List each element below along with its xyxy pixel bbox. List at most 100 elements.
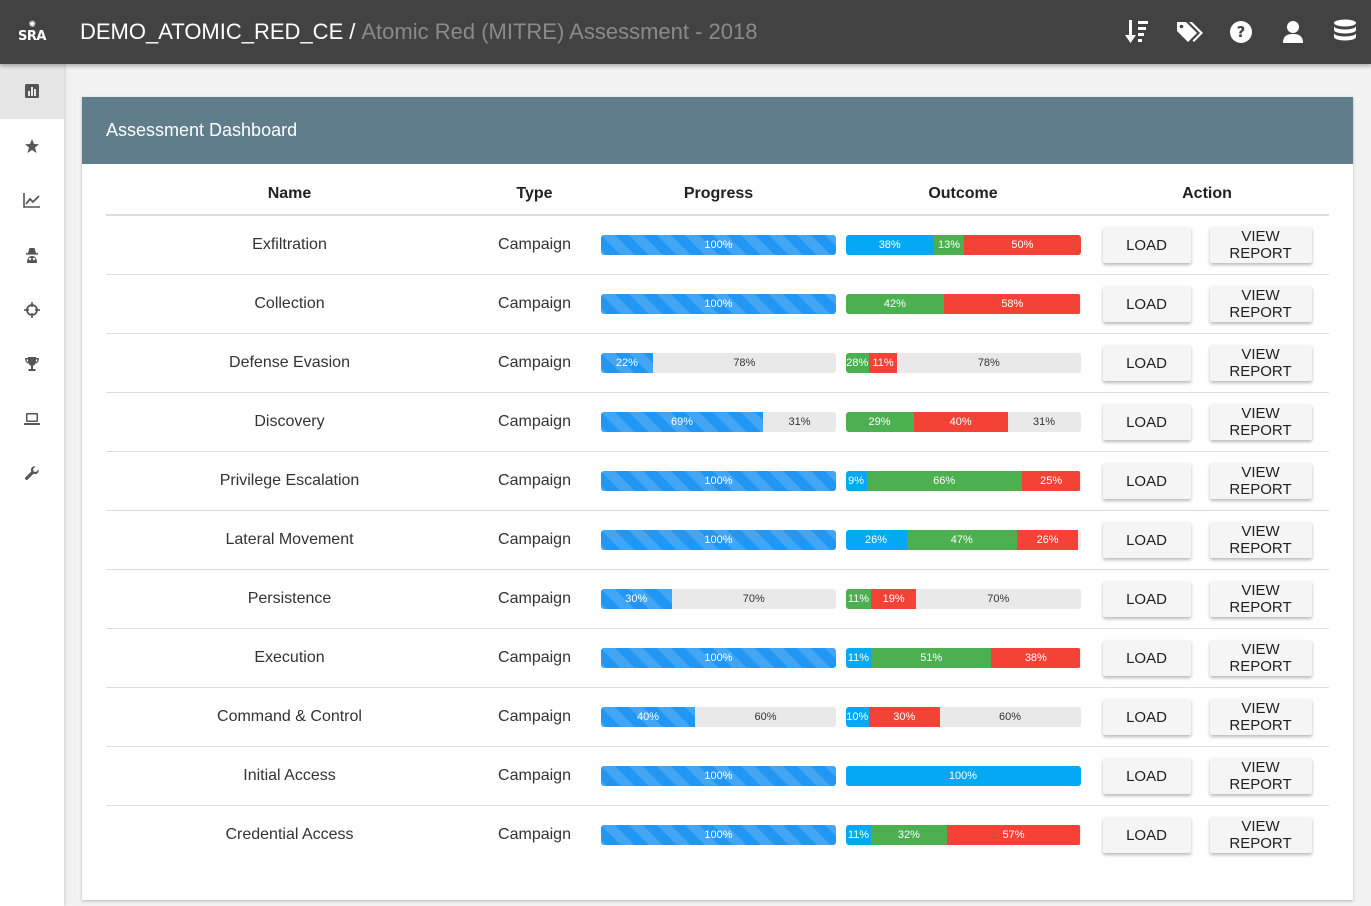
progress-bar: 100%: [601, 471, 836, 491]
campaign-type: Campaign: [473, 746, 596, 806]
progress-complete-segment: 100%: [601, 471, 836, 491]
progress-cell: 100%: [596, 274, 841, 334]
help-icon[interactable]: ?: [1215, 0, 1267, 64]
outcome-segment-red: 26%: [1017, 530, 1079, 550]
load-button[interactable]: LOAD: [1102, 699, 1191, 735]
campaign-name: Credential Access: [225, 826, 354, 843]
outcome-cell: 26% 47% 26%: [841, 510, 1085, 570]
assessment-table: Name Type Progress Outcome Action Exfilt…: [106, 174, 1329, 864]
view-report-button[interactable]: VIEW REPORT: [1209, 404, 1312, 440]
view-report-button[interactable]: VIEW REPORT: [1209, 817, 1312, 853]
view-report-button[interactable]: VIEW REPORT: [1209, 227, 1312, 263]
campaign-name: Exfiltration: [106, 215, 473, 275]
sidebar: [0, 64, 64, 906]
load-button[interactable]: LOAD: [1102, 581, 1191, 617]
row-actions: LOAD VIEW REPORT: [1085, 640, 1329, 676]
campaign-type: Campaign: [473, 451, 596, 511]
view-report-button[interactable]: VIEW REPORT: [1209, 758, 1312, 794]
view-report-button[interactable]: VIEW REPORT: [1209, 581, 1312, 617]
outcome-segment-green: 42%: [845, 294, 945, 314]
outcome-segment-red: 11%: [869, 353, 898, 373]
action-cell: LOAD VIEW REPORT: [1085, 392, 1329, 452]
view-report-button[interactable]: VIEW REPORT: [1209, 345, 1312, 381]
progress-bar: 100%: [601, 294, 836, 314]
load-button[interactable]: LOAD: [1102, 286, 1191, 322]
load-button[interactable]: LOAD: [1102, 522, 1191, 558]
wrench-icon: [24, 466, 39, 481]
load-button[interactable]: LOAD: [1102, 817, 1191, 853]
table-row: Credential Access Campaign 100% 11% 32% 57% LO…: [106, 806, 1329, 865]
table-row: Exfiltration Campaign 100% 38% 13% 50% LOAD VIE…: [106, 215, 1329, 275]
user-icon[interactable]: [1267, 0, 1319, 64]
progress-complete-segment: 100%: [601, 766, 836, 786]
outcome-segment-red: 57%: [946, 825, 1081, 845]
row-actions: LOAD VIEW REPORT: [1085, 286, 1329, 322]
breadcrumb-database[interactable]: DEMO_ATOMIC_RED_CE: [80, 19, 344, 44]
view-report-button[interactable]: VIEW REPORT: [1209, 522, 1312, 558]
view-report-button[interactable]: VIEW REPORT: [1209, 286, 1312, 322]
table-row: Discovery Campaign 69% 31% 29% 40% 31% LOAD VIEW…: [106, 392, 1329, 452]
table-row: Privilege Escalation Campaign 100% 9% 66% 25%…: [106, 451, 1329, 511]
column-header-progress: Progress: [596, 174, 841, 216]
progress-complete-segment: 100%: [601, 648, 836, 668]
action-cell: LOAD VIEW REPORT: [1085, 687, 1329, 747]
view-report-button[interactable]: VIEW REPORT: [1209, 640, 1312, 676]
action-cell: LOAD VIEW REPORT: [1085, 274, 1329, 334]
assessment-dashboard-card: Assessment Dashboard Name Type Progress …: [82, 97, 1353, 900]
outcome-cell: 11% 51% 38%: [841, 628, 1085, 688]
sidebar-item-settings[interactable]: [0, 446, 64, 501]
load-button[interactable]: LOAD: [1102, 640, 1191, 676]
campaign-type: Campaign: [498, 826, 571, 843]
campaign-name: Execution: [106, 628, 473, 688]
progress-complete-segment: 30%: [601, 589, 672, 609]
outcome-segment-blue: 26%: [845, 530, 907, 550]
progress-bar: 100%: [601, 648, 836, 668]
breadcrumb-assessment[interactable]: Atomic Red (MITRE) Assessment - 2018: [361, 19, 758, 44]
outcome-segment-blue: 100%: [845, 766, 1081, 786]
sort-filter-icon[interactable]: [1111, 0, 1163, 64]
app-logo[interactable]: ✺ SRA: [0, 0, 64, 64]
view-report-button[interactable]: VIEW REPORT: [1209, 699, 1312, 735]
table-row: Lateral Movement Campaign 100% 26% 47% 26% LOA…: [106, 510, 1329, 570]
database-icon[interactable]: [1319, 0, 1371, 64]
tags-icon[interactable]: [1163, 0, 1215, 64]
outcome-cell: 9% 66% 25%: [841, 451, 1085, 511]
load-button[interactable]: LOAD: [1102, 758, 1191, 794]
campaign-type: Campaign: [473, 215, 596, 275]
logo-spark-icon: ✺: [28, 19, 36, 30]
progress-bar: 100%: [601, 530, 836, 550]
sidebar-item-systems[interactable]: [0, 392, 64, 447]
load-button[interactable]: LOAD: [1102, 463, 1191, 499]
action-cell: LOAD VIEW REPORT: [1085, 510, 1329, 570]
campaign-name: Discovery: [106, 392, 473, 452]
sidebar-item-targets[interactable]: [0, 282, 64, 337]
star-icon: [25, 138, 39, 153]
load-button[interactable]: LOAD: [1102, 404, 1191, 440]
outcome-segment-blue: 38%: [845, 235, 934, 255]
progress-bar: 30% 70%: [601, 589, 836, 609]
progress-bar: 22% 78%: [601, 353, 836, 373]
sidebar-item-adversary[interactable]: [0, 228, 64, 283]
sidebar-item-favorites[interactable]: [0, 119, 64, 174]
progress-complete-segment: 40%: [601, 707, 695, 727]
campaign-type: Campaign: [473, 392, 596, 452]
load-button[interactable]: LOAD: [1102, 345, 1191, 381]
sidebar-item-achievements[interactable]: [0, 337, 64, 392]
view-report-button[interactable]: VIEW REPORT: [1209, 463, 1312, 499]
progress-cell: 100%: [596, 806, 841, 865]
load-button[interactable]: LOAD: [1102, 227, 1191, 263]
outcome-segment-red: 38%: [991, 648, 1081, 668]
progress-cell: 30% 70%: [596, 569, 841, 629]
outcome-remaining-segment: 31%: [1033, 416, 1056, 428]
table-row: Defense Evasion Campaign 22% 78% 28% 11% 78% LO…: [106, 333, 1329, 393]
outcome-segment-blue: 11%: [845, 825, 872, 845]
laptop-icon: [24, 412, 40, 425]
sidebar-item-trends[interactable]: [0, 173, 64, 228]
table-header-row: Name Type Progress Outcome Action: [106, 174, 1329, 216]
row-actions: LOAD VIEW REPORT: [1085, 404, 1329, 440]
progress-complete-segment: 100%: [601, 530, 836, 550]
outcome-segment-green: 13%: [933, 235, 965, 255]
trophy-icon: [25, 357, 39, 372]
sidebar-item-dashboard[interactable]: [0, 64, 64, 119]
row-actions: LOAD VIEW REPORT: [1085, 817, 1329, 853]
